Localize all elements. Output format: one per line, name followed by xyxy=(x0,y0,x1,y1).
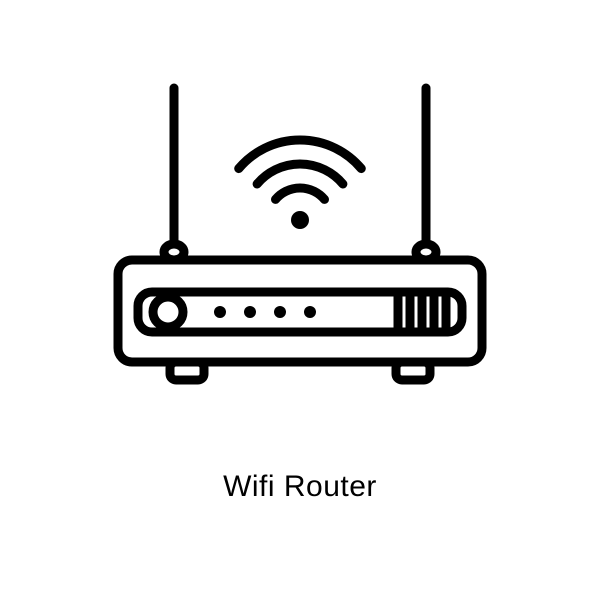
wifi-router-icon xyxy=(110,80,490,410)
icon-caption: Wifi Router xyxy=(0,470,600,504)
figure-canvas: Wifi Router xyxy=(0,0,600,600)
